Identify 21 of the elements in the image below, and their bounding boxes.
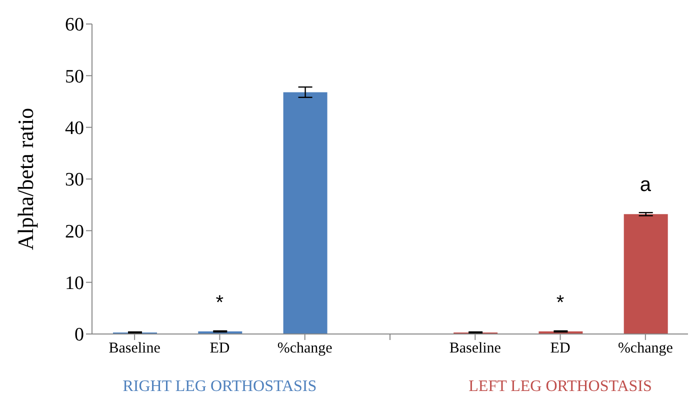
x-tick-label: Baseline	[449, 340, 502, 357]
x-tick-label: Baseline	[108, 340, 161, 357]
y-tick-label: 50	[65, 66, 84, 88]
bar	[624, 214, 668, 334]
text: LEFT LEG ORTHOSTASIS	[468, 378, 652, 396]
y-tick-label: 20	[65, 221, 84, 242]
y-tick-label: 60	[65, 14, 84, 36]
text: RIGHT LEG ORTHOSTASIS	[122, 378, 317, 396]
bar	[283, 92, 328, 334]
y-tick-label: 10	[65, 273, 84, 294]
y-tick-label: 0	[74, 324, 84, 346]
x-tick-label: %change	[277, 340, 333, 357]
x-tick-label: %change	[618, 340, 674, 357]
y-tick-label: 30	[65, 170, 84, 191]
annotation: *	[556, 290, 564, 315]
x-tick-label: ED	[550, 340, 570, 357]
annotation: a	[640, 172, 651, 197]
y-tick-label: 40	[65, 118, 84, 140]
annotation: *	[216, 290, 224, 315]
y-axis-title: Alpha/beta ratio	[13, 108, 38, 250]
x-tick-label: ED	[210, 340, 230, 357]
